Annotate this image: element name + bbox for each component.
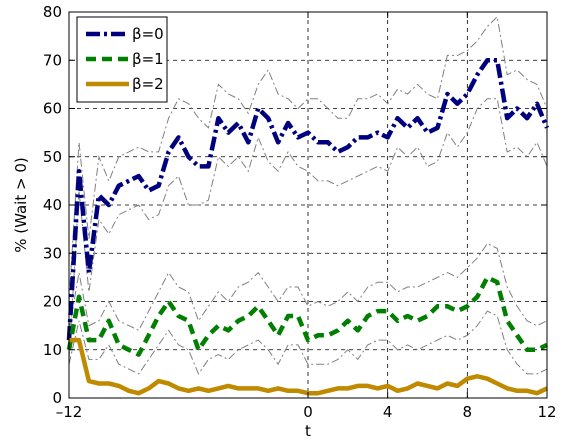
- x-tick-label: 0: [303, 403, 313, 421]
- y-tick-label: 10: [43, 341, 62, 359]
- y-tick-label: 80: [43, 3, 62, 21]
- legend-label: β=0: [132, 25, 164, 43]
- x-tick-label: 12: [537, 403, 556, 421]
- y-tick-label: 50: [43, 148, 62, 166]
- x-axis-label: t: [305, 422, 311, 440]
- x-tick-label: 8: [463, 403, 473, 421]
- legend-label: β=2: [132, 75, 164, 93]
- legend: β=0 β=1 β=2: [76, 16, 168, 103]
- series-line-beta-0: [66, 58, 550, 341]
- confidence-band-lower: [68, 98, 548, 360]
- legend-label: β=1: [132, 50, 164, 68]
- y-tick-label: 20: [43, 293, 62, 311]
- y-tick-label: 0: [52, 389, 62, 407]
- y-tick-label: 70: [43, 51, 62, 69]
- confidence-band-upper: [68, 15, 548, 302]
- series-line-beta-1: [66, 275, 548, 357]
- y-tick-label: 40: [43, 196, 62, 214]
- confidence-band-lower: [68, 310, 548, 375]
- y-tick-label: 30: [43, 244, 62, 262]
- x-tick-label: –12: [56, 403, 83, 421]
- confidence-band-upper: [68, 242, 548, 332]
- y-axis-label: % (Wait > 0): [12, 157, 30, 253]
- y-tick-label: 60: [43, 100, 62, 118]
- x-tick-label: 4: [383, 403, 393, 421]
- grid: [69, 12, 547, 398]
